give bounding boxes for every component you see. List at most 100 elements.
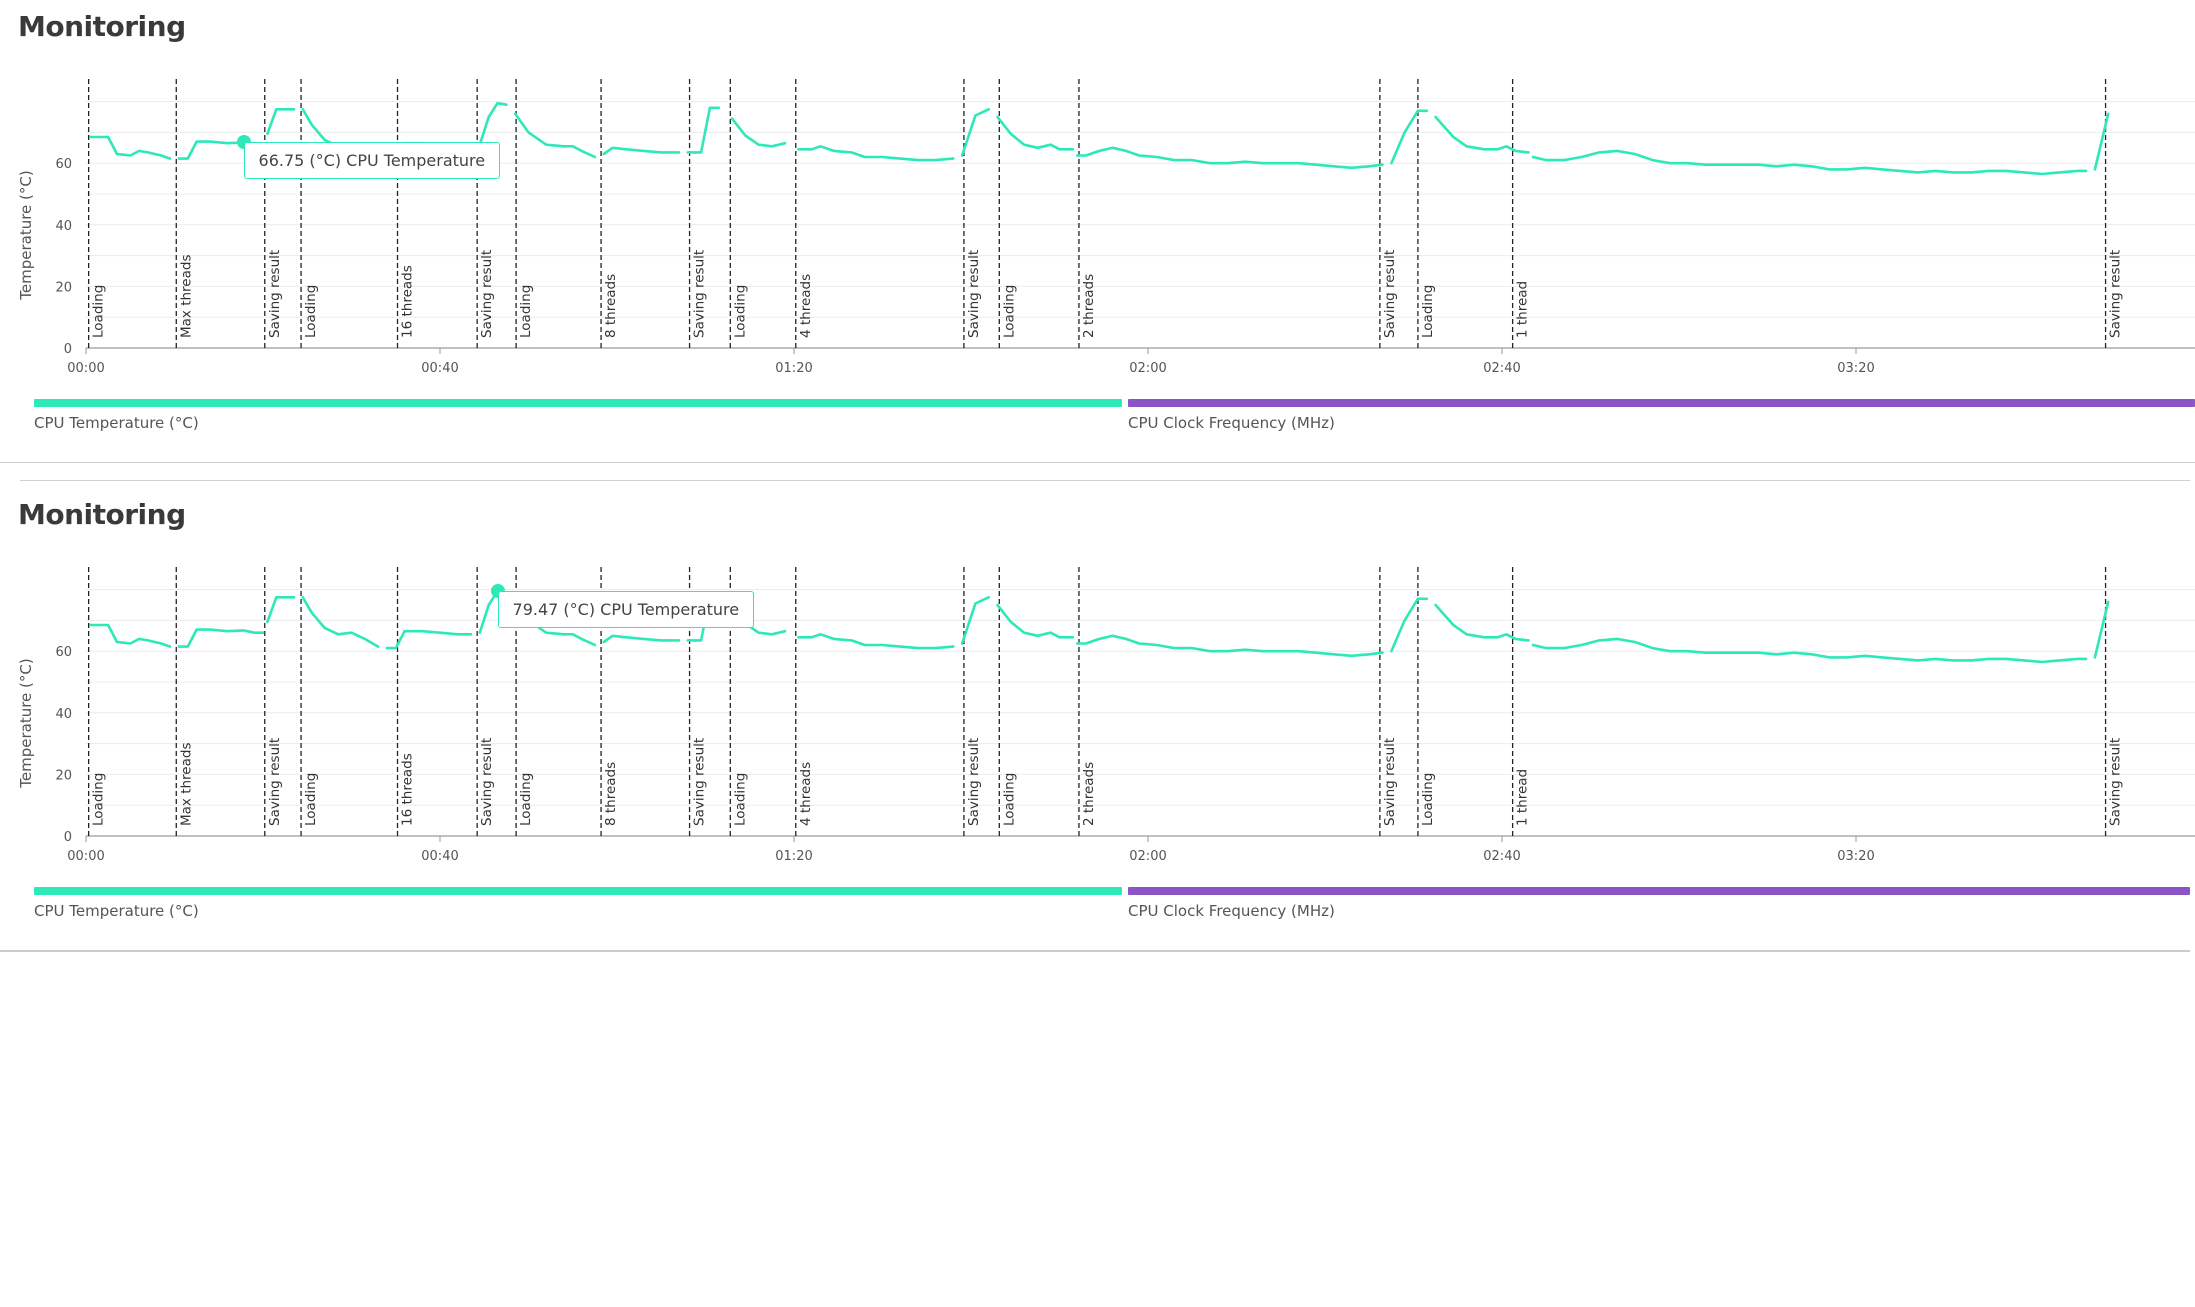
- legend-bar-cpu-temperature[interactable]: [34, 399, 1122, 407]
- series-line-segment: [1075, 146, 1384, 170]
- series-line-segment: [797, 145, 955, 162]
- annotation-label: 2 threads: [1081, 274, 1097, 338]
- series-line-segment: [960, 596, 990, 645]
- annotation-label: Loading: [1420, 773, 1436, 826]
- series-line-segment: [266, 108, 296, 136]
- series-line-segment: [960, 108, 990, 157]
- annotation-label: 2 threads: [1081, 762, 1097, 826]
- annotation-label: 16 threads: [400, 753, 416, 826]
- annotation-label: Loading: [303, 773, 319, 826]
- annotation-label: Loading: [518, 285, 534, 338]
- series-line-segment: [2093, 112, 2110, 171]
- annotation-label: Loading: [1420, 285, 1436, 338]
- annotation-label: Loading: [1001, 285, 1017, 338]
- annotation-label: 8 threads: [603, 762, 619, 826]
- legend-label-cpu-clock-frequency[interactable]: CPU Clock Frequency (MHz): [1128, 414, 1335, 432]
- x-tick-label: 01:20: [775, 361, 812, 376]
- series-line-segment: [2093, 600, 2110, 659]
- x-tick-label: 02:00: [1129, 361, 1166, 376]
- legend-label-cpu-temperature[interactable]: CPU Temperature (°C): [34, 414, 199, 432]
- monitoring-panel-2: Monitoring 0 20 40 60 Temperature (°C) 00:00 0…: [0, 488, 2195, 968]
- annotation-label: Loading: [732, 773, 748, 826]
- legend-bar-cpu-clock-frequency[interactable]: [1128, 887, 2190, 895]
- annotation-label: Saving result: [966, 738, 982, 826]
- annotation-label: Max threads: [178, 743, 194, 827]
- series-line-segment: [797, 633, 955, 650]
- monitoring-panel-1: Monitoring 0 20 40 60 Temperature (°C) 00:00 0…: [0, 0, 2195, 480]
- x-tick-label: 02:00: [1129, 849, 1166, 864]
- x-tick-label: 02:40: [1483, 849, 1520, 864]
- annotation-label: Saving result: [2108, 738, 2124, 826]
- series-line-segment: [385, 629, 473, 650]
- legend-label-cpu-clock-frequency[interactable]: CPU Clock Frequency (MHz): [1128, 902, 1335, 920]
- annotation-label: Loading: [732, 285, 748, 338]
- series-line-segment: [478, 101, 508, 146]
- series-line-segment: [730, 117, 787, 148]
- annotation-label: Loading: [91, 285, 107, 338]
- series-line-segment: [1390, 597, 1429, 653]
- y-axis-label: Temperature (°C): [17, 170, 35, 300]
- series-line-segment: [301, 596, 380, 648]
- y-tick-label: 20: [55, 768, 72, 783]
- annotation-label: 16 threads: [400, 265, 416, 338]
- y-tick-label: 40: [55, 707, 72, 722]
- series-line-segment: [266, 596, 296, 624]
- annotation-label: Saving result: [1382, 738, 1398, 826]
- y-tick-label: 60: [55, 157, 72, 172]
- panel-title: Monitoring: [18, 10, 186, 43]
- chart-tooltip: 66.75 (°C) CPU Temperature: [243, 142, 501, 180]
- temperature-chart[interactable]: 0 20 40 60 Temperature (°C) 00:00 00:40 01:20 02…: [0, 0, 2195, 385]
- series-line-segment: [1390, 109, 1429, 165]
- x-tick-label: 01:20: [775, 849, 812, 864]
- chart-tooltip: 79.47 (°C) CPU Temperature: [497, 591, 755, 629]
- annotation-label: 4 threads: [798, 274, 814, 338]
- annotation-label: Loading: [518, 773, 534, 826]
- annotation-label: 1 thread: [1515, 769, 1531, 826]
- series-line-segment: [89, 135, 172, 160]
- y-axis-label: Temperature (°C): [17, 658, 35, 788]
- x-tick-label: 00:40: [421, 361, 458, 376]
- annotation-label: 1 thread: [1515, 281, 1531, 338]
- legend-bar-cpu-clock-frequency[interactable]: [1128, 399, 2195, 407]
- annotation-label: Loading: [1001, 773, 1017, 826]
- y-tick-label: 60: [55, 645, 72, 660]
- series-line-segment: [513, 112, 597, 159]
- annotation-label: 4 threads: [798, 762, 814, 826]
- annotation-label: Loading: [91, 773, 107, 826]
- series-line-segment: [602, 634, 681, 644]
- panel-divider: [0, 950, 2190, 952]
- annotation-label: Saving result: [692, 738, 708, 826]
- series-line-segment: [1531, 637, 2088, 664]
- annotation-label: Saving result: [1382, 250, 1398, 338]
- panel-divider: [0, 462, 2195, 463]
- annotation-label: Saving result: [479, 738, 495, 826]
- annotation-label: Saving result: [267, 250, 283, 338]
- series-line-segment: [1434, 603, 1530, 642]
- annotation-label: Max threads: [178, 255, 194, 339]
- y-tick-label: 40: [55, 219, 72, 234]
- panel-divider: [20, 480, 2190, 481]
- y-tick-label: 0: [64, 830, 72, 845]
- series-line-segment: [996, 115, 1075, 151]
- annotation-label: Saving result: [2108, 250, 2124, 338]
- x-tick-label: 00:40: [421, 849, 458, 864]
- x-tick-label: 03:20: [1837, 361, 1874, 376]
- x-tick-label: 00:00: [67, 361, 104, 376]
- series-line-segment: [1075, 634, 1384, 658]
- legend-bar-cpu-temperature[interactable]: [34, 887, 1122, 895]
- series-line-segment: [686, 106, 721, 154]
- annotation-label: Saving result: [692, 250, 708, 338]
- series-line-segment: [996, 603, 1075, 639]
- annotation-label: 8 threads: [603, 274, 619, 338]
- annotation-label: Saving result: [479, 250, 495, 338]
- series-line-segment: [1531, 149, 2088, 176]
- x-tick-label: 02:40: [1483, 361, 1520, 376]
- legend-label-cpu-temperature[interactable]: CPU Temperature (°C): [34, 902, 199, 920]
- annotation-label: Loading: [303, 285, 319, 338]
- y-tick-label: 20: [55, 280, 72, 295]
- y-tick-label: 0: [64, 342, 72, 357]
- x-tick-label: 00:00: [67, 849, 104, 864]
- temperature-chart[interactable]: 0 20 40 60 Temperature (°C) 00:00 00:40 01:20 02…: [0, 488, 2195, 873]
- series-line-segment: [602, 146, 681, 156]
- annotation-label: Saving result: [966, 250, 982, 338]
